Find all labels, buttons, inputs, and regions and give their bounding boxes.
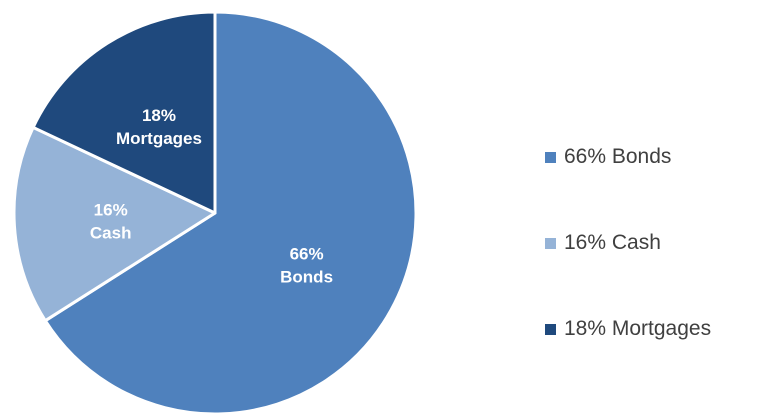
slice-label-name-bonds: Bonds — [280, 267, 333, 286]
legend-swatch-cash — [545, 237, 556, 249]
pie-slice-mortgages — [31, 10, 217, 215]
slice-label-pct-cash: 16% — [94, 201, 128, 220]
slice-label-pct-bonds: 66% — [290, 244, 324, 263]
chart-legend: 66% Bonds 16% Cash 18% Mortgages — [545, 135, 711, 351]
slice-label-bonds: 66% Bonds — [280, 244, 333, 286]
slice-label-pct-mortgages: 18% — [142, 106, 176, 125]
legend-label-cash: 16% Cash — [564, 231, 661, 254]
legend-swatch-mortgages — [545, 323, 556, 335]
slice-label-cash: 16% Cash — [90, 201, 132, 243]
legend-item-cash: 16% Cash — [545, 221, 711, 265]
slice-label-mortgages: 18% Mortgages — [116, 106, 202, 148]
pie-slice-bonds — [43, 10, 418, 416]
legend-label-mortgages: 18% Mortgages — [564, 317, 712, 340]
legend-item-bonds: 66% Bonds — [545, 135, 711, 179]
slice-label-name-cash: Cash — [90, 224, 132, 243]
slice-label-name-mortgages: Mortgages — [116, 129, 202, 148]
legend-label-bonds: 66% Bonds — [564, 145, 672, 168]
legend-item-mortgages: 18% Mortgages — [545, 307, 711, 351]
pie-slice-cash — [12, 125, 217, 323]
legend-swatch-bonds — [545, 151, 556, 163]
